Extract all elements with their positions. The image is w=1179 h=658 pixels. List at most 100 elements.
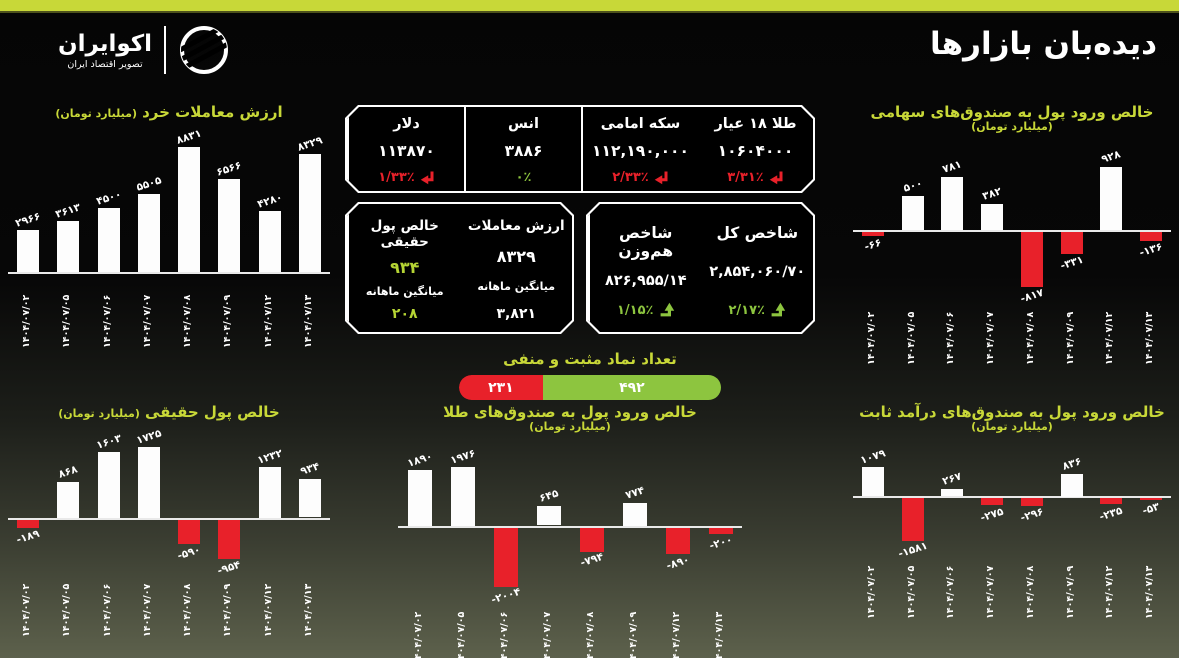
x-tick-label: ۱۴۰۴/۰۷/۰۷ xyxy=(142,583,153,637)
x-tick-label: ۱۴۰۴/۰۷/۰۹ xyxy=(222,583,233,637)
bar-value-label: ۴۲۸۰ xyxy=(255,191,285,211)
stat-sub-value: ۳,۸۲۱ xyxy=(496,305,536,322)
bar xyxy=(408,470,432,526)
x-tick-label: ۱۴۰۴/۰۷/۰۶ xyxy=(102,583,113,637)
bar xyxy=(299,479,321,517)
chart-plot: -۶۶ ۱۴۰۴/۰۷/۰۲ ۵۰۰ ۱۴۰۴/۰۷/۰۵ ۷۸۱ ۱۴۰۴/۰۷/۰۶ ۳… xyxy=(853,148,1171,367)
bar-value-label: -۳۳۱ xyxy=(1058,253,1086,273)
bar-value-label: ۳۶۱۳ xyxy=(53,201,83,221)
index-name: شاخص کل xyxy=(716,224,799,242)
index-change-value: ۲/۱۷٪ xyxy=(728,302,765,318)
quote-cell-emami-coin: سکه امامی ۱۱۲,۱۹۰,۰۰۰ ۲/۳۳٪ xyxy=(581,107,698,191)
bar xyxy=(259,467,281,518)
x-tick-label: ۱۴۰۴/۰۷/۰۷ xyxy=(985,311,996,365)
bar xyxy=(57,221,79,272)
x-tick-label: ۱۴۰۴/۰۷/۰۵ xyxy=(456,611,467,658)
x-tick-label: ۱۴۰۴/۰۷/۰۷ xyxy=(542,611,553,658)
ecoiran-logo: اکوایران تصویر اقتصاد ایران xyxy=(58,24,230,76)
quote-change-value: ۱/۳۳٪ xyxy=(378,170,415,185)
bar xyxy=(1140,498,1162,501)
chart-plot: ۲۹۶۶ ۱۴۰۴/۰۷/۰۲ ۳۶۱۳ ۱۴۰۴/۰۷/۰۵ ۴۵۰۰ ۱۴۰۴/۰۷/… xyxy=(8,127,330,350)
chart-title-block: خالص ورود پول به صندوق‌های طلا (میلیارد … xyxy=(398,403,742,451)
chart-subtitle: (میلیارد تومان) xyxy=(58,407,140,420)
x-tick-label: ۱۴۰۴/۰۷/۰۸ xyxy=(585,611,596,658)
x-tick-label: ۱۴۰۴/۰۷/۰۲ xyxy=(21,294,32,348)
quote-cell-dollar: دلار ۱۱۳۸۷۰ ۱/۳۳٪ xyxy=(347,107,464,191)
x-tick-label: ۱۴۰۴/۰۷/۰۸ xyxy=(182,294,193,348)
bar xyxy=(57,482,79,518)
bar xyxy=(1061,231,1083,254)
quotes-box-inner: طلا ۱۸ عیار ۱۰۶۰۴۰۰۰ ۳/۳۱٪ سکه امامی ۱۱۲… xyxy=(347,107,813,191)
bar-value-label: -۵۹۰ xyxy=(175,543,203,563)
bar xyxy=(218,519,240,559)
chart-plot: ۱۰۷۹ ۱۴۰۴/۰۷/۰۲ -۱۵۸۱ ۱۴۰۴/۰۷/۰۵ ۲۶۷ ۱۴۰۴/۰۷/… xyxy=(853,447,1171,621)
bar xyxy=(299,154,321,272)
bar xyxy=(902,196,924,230)
x-tick-label: ۱۴۰۴/۰۷/۰۷ xyxy=(142,294,153,348)
stat-value: ۸۳۲۹ xyxy=(496,247,536,267)
x-tick-label: ۱۴۰۴/۰۷/۰۲ xyxy=(413,611,424,658)
chart-title-block: ارزش معاملات خرد (میلیارد تومان) xyxy=(8,103,330,131)
bar-value-label: ۷۷۴ xyxy=(623,484,646,502)
logo-text: اکوایران تصویر اقتصاد ایران xyxy=(58,31,152,70)
chart-plot: -۱۸۹ ۱۴۰۴/۰۷/۰۲ ۸۶۸ ۱۴۰۴/۰۷/۰۵ ۱۶۰۳ ۱۴۰۴/۰۷/۰… xyxy=(8,427,330,639)
bar xyxy=(1100,498,1122,505)
bar xyxy=(98,452,120,518)
index-change: ۲/۱۷٪ xyxy=(704,302,812,318)
bar-value-label: -۶۶ xyxy=(862,236,884,254)
x-tick-label: ۱۴۰۴/۰۷/۰۲ xyxy=(21,583,32,637)
market-quotes-table: طلا ۱۸ عیار ۱۰۶۰۴۰۰۰ ۳/۳۱٪ سکه امامی ۱۱۲… xyxy=(345,105,815,334)
x-tick-label: ۱۴۰۴/۰۷/۰۹ xyxy=(1065,311,1076,365)
x-tick-label: ۱۴۰۴/۰۷/۰۶ xyxy=(102,294,113,348)
x-tick-label: ۱۴۰۴/۰۷/۱۲ xyxy=(1104,565,1115,619)
logo-name: اکوایران xyxy=(58,30,153,57)
stat-cell-real-money: خالص پول حقیقی ۹۳۴ میانگین ماهانه ۲۰۸ xyxy=(347,204,461,332)
top-accent-strip xyxy=(0,0,1179,13)
chart-title-block: خالص پول حقیقی (میلیارد تومان) xyxy=(8,403,330,431)
bar xyxy=(1021,231,1043,287)
bar xyxy=(138,447,160,518)
bar xyxy=(1021,498,1043,507)
chart-subtitle: (میلیارد تومان) xyxy=(971,420,1053,434)
x-tick-label: ۱۴۰۴/۰۷/۱۳ xyxy=(1144,565,1155,619)
x-tick-label: ۱۴۰۴/۰۷/۰۵ xyxy=(906,565,917,619)
bar xyxy=(178,519,200,544)
logo-separator xyxy=(164,26,167,74)
chart-title-block: خالص ورود پول به صندوق‌های درآمد ثابت (م… xyxy=(853,403,1171,451)
quote-change: ۳/۳۱٪ xyxy=(700,170,811,185)
quote-change: ۰٪ xyxy=(468,170,579,185)
bar-value-label: -۱۸۹ xyxy=(14,527,42,547)
chart-title: خالص ورود پول به صندوق‌های طلا xyxy=(443,403,697,421)
chart-title: خالص ورود پول به صندوق‌های سهامی xyxy=(870,103,1154,121)
x-tick-label: ۱۴۰۴/۰۷/۱۳ xyxy=(1144,311,1155,365)
bar-value-label: ۱۲۳۲ xyxy=(255,447,285,467)
bar xyxy=(138,194,160,272)
bar xyxy=(981,498,1003,506)
indices-box: شاخص کل ۲,۸۵۴,۰۶۰/۷۰ ۲/۱۷٪ شاخص هم‌وزن ۸… xyxy=(586,202,815,334)
x-tick-label: ۱۴۰۴/۰۷/۰۸ xyxy=(182,583,193,637)
down-left-arrow-icon xyxy=(654,170,669,185)
bar xyxy=(17,519,39,528)
index-value: ۲,۸۵۴,۰۶۰/۷۰ xyxy=(709,264,806,280)
bar-value-label: ۸۳۶ xyxy=(1060,455,1083,473)
x-tick-label: ۱۴۰۴/۰۷/۰۹ xyxy=(628,611,639,658)
index-change: ۱/۱۵٪ xyxy=(592,302,700,318)
index-cell-total: شاخص کل ۲,۸۵۴,۰۶۰/۷۰ ۲/۱۷٪ xyxy=(702,204,814,332)
bar-value-label: -۲۰۰ xyxy=(707,533,735,553)
quote-cell-ounce: انس ۳۸۸۶ ۰٪ xyxy=(464,107,581,191)
x-tick-label: ۱۴۰۴/۰۷/۰۲ xyxy=(866,565,877,619)
bar-value-label: -۸۹۰ xyxy=(664,553,692,573)
up-right-arrow-icon xyxy=(659,302,675,318)
x-tick-label: ۱۴۰۴/۰۷/۰۹ xyxy=(222,294,233,348)
chart-fixed-income-funds-inflow: خالص ورود پول به صندوق‌های درآمد ثابت (م… xyxy=(853,403,1171,621)
bar xyxy=(218,179,240,272)
chart-subtitle: (میلیارد تومان) xyxy=(55,107,137,120)
bar xyxy=(941,177,963,230)
quote-value: ۱۰۶۰۴۰۰۰ xyxy=(717,142,794,160)
quote-change: ۱/۳۳٪ xyxy=(351,170,462,185)
bar-value-label: ۵۵۰۵ xyxy=(134,174,164,194)
bar xyxy=(98,208,120,272)
x-axis-line xyxy=(8,272,330,274)
chart-title: ارزش معاملات خرد xyxy=(142,103,283,121)
stat-sub-label: میانگین ماهانه xyxy=(477,279,556,293)
